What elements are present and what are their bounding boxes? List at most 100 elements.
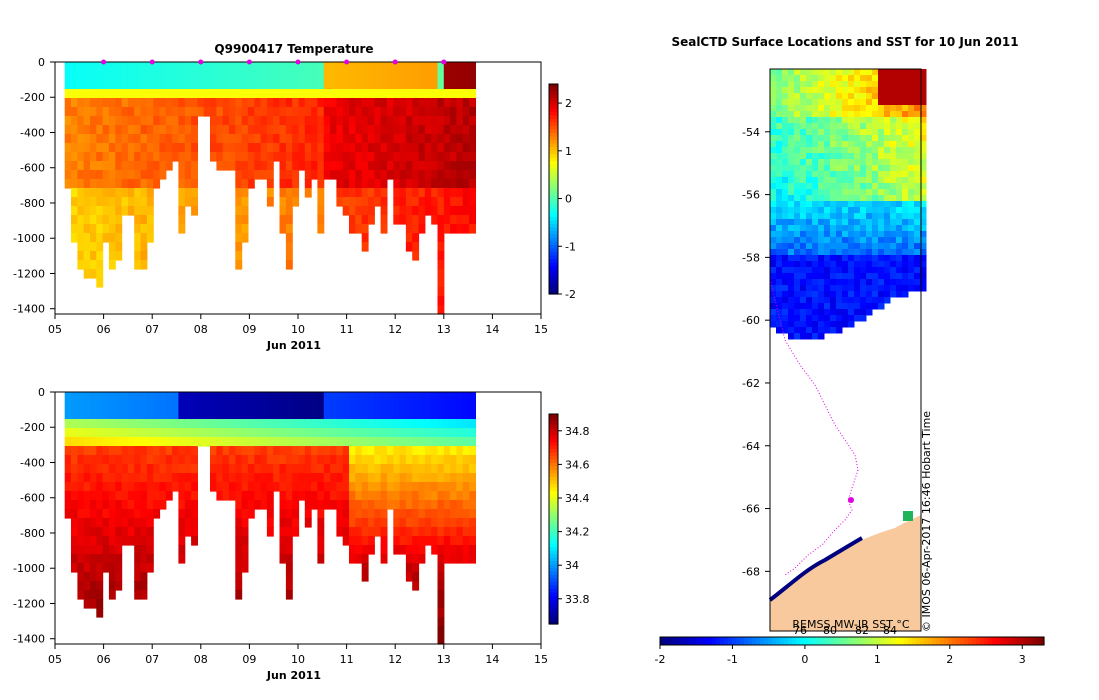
section-cell xyxy=(450,224,457,234)
section-cell xyxy=(178,98,186,108)
section-cell xyxy=(241,437,249,447)
section-cell xyxy=(115,62,123,72)
sst-cell xyxy=(890,237,897,244)
section-cell xyxy=(121,500,129,510)
section-cell xyxy=(178,392,186,402)
section-cell xyxy=(304,152,312,162)
sst-cell xyxy=(914,87,921,94)
colorbar-swatch xyxy=(549,182,558,187)
section-cell xyxy=(469,410,476,420)
sst-cell xyxy=(890,75,897,82)
sst-cell xyxy=(824,327,831,334)
section-cell xyxy=(222,152,230,162)
section-cell xyxy=(405,143,413,153)
sst-cell xyxy=(914,105,921,112)
sst-cell xyxy=(842,117,849,124)
colorbar-swatch xyxy=(549,164,558,169)
sst-cell xyxy=(806,165,813,172)
profile-marker xyxy=(344,59,350,65)
section-cell xyxy=(146,161,154,171)
section-cell xyxy=(469,116,476,126)
section-cell xyxy=(279,62,287,72)
section-cell xyxy=(431,125,439,135)
section-cell xyxy=(210,401,217,411)
sst-cell xyxy=(830,243,837,250)
section-cell xyxy=(279,545,287,555)
section-cell xyxy=(418,518,426,528)
section-cell xyxy=(191,464,198,474)
sst-colorbar-swatch xyxy=(756,637,761,645)
colorbar-swatch xyxy=(549,424,558,429)
section-cell xyxy=(96,599,104,609)
section-cell xyxy=(222,437,230,447)
sst-cell xyxy=(770,141,777,148)
section-cell xyxy=(115,455,123,465)
section-cell xyxy=(279,437,287,447)
sst-cell xyxy=(818,135,825,142)
section-cell xyxy=(462,179,470,189)
section-cell xyxy=(108,170,116,180)
section-cell xyxy=(298,107,306,117)
sst-cell xyxy=(794,129,801,136)
section-cell xyxy=(146,134,154,144)
section-cell xyxy=(108,233,116,243)
section-cell xyxy=(342,170,350,180)
section-cell xyxy=(361,98,369,108)
section-cell xyxy=(241,71,249,81)
sst-cell xyxy=(866,309,873,316)
sst-cell xyxy=(848,309,855,316)
sst-cell xyxy=(914,75,921,82)
section-cell xyxy=(424,107,432,117)
sst-cell xyxy=(830,177,837,184)
section-cell xyxy=(304,491,312,501)
section-cell xyxy=(229,410,236,420)
section-cell xyxy=(260,98,268,108)
section-cell xyxy=(279,392,287,402)
sst-cell xyxy=(854,117,861,124)
section-cell xyxy=(298,161,306,171)
sst-cell xyxy=(794,195,801,202)
sst-cell xyxy=(848,123,855,130)
sst-cell xyxy=(920,219,927,226)
sst-cell xyxy=(788,261,795,268)
section-cell xyxy=(368,518,375,528)
sst-cell xyxy=(884,75,891,82)
section-cell xyxy=(96,482,104,492)
section-cell xyxy=(405,224,413,234)
section-cell xyxy=(115,581,123,591)
section-cell xyxy=(380,107,388,117)
section-cell xyxy=(241,152,249,162)
section-cell xyxy=(184,455,192,465)
section-cell xyxy=(77,134,85,144)
section-cell xyxy=(108,125,116,135)
colorbar-swatch xyxy=(549,498,558,503)
section-cell xyxy=(279,197,287,207)
section-cell xyxy=(146,446,154,456)
sst-cell xyxy=(836,327,843,334)
sst-cell xyxy=(860,255,867,262)
section-cell xyxy=(399,410,407,420)
section-cell xyxy=(159,143,167,153)
section-cell xyxy=(330,401,337,411)
section-cell xyxy=(437,581,445,591)
sst-cell xyxy=(866,99,873,106)
sst-cell xyxy=(854,75,861,82)
section-cell xyxy=(349,473,356,483)
section-cell xyxy=(134,152,142,162)
sst-cell xyxy=(824,141,831,148)
section-cell xyxy=(203,71,211,81)
sst-cell xyxy=(854,129,861,136)
sst-cell xyxy=(878,165,885,172)
section-cell xyxy=(115,71,123,81)
section-cell xyxy=(241,134,249,144)
sst-cell xyxy=(842,273,849,280)
sst-cell xyxy=(800,189,807,196)
sst-cell xyxy=(902,159,909,166)
sst-cell xyxy=(824,213,831,220)
sst-cell xyxy=(776,249,783,256)
section-cell xyxy=(279,482,287,492)
section-cell xyxy=(254,152,262,162)
colorbar-swatch xyxy=(549,280,558,285)
sst-cell xyxy=(800,105,807,112)
section-cell xyxy=(456,188,464,198)
